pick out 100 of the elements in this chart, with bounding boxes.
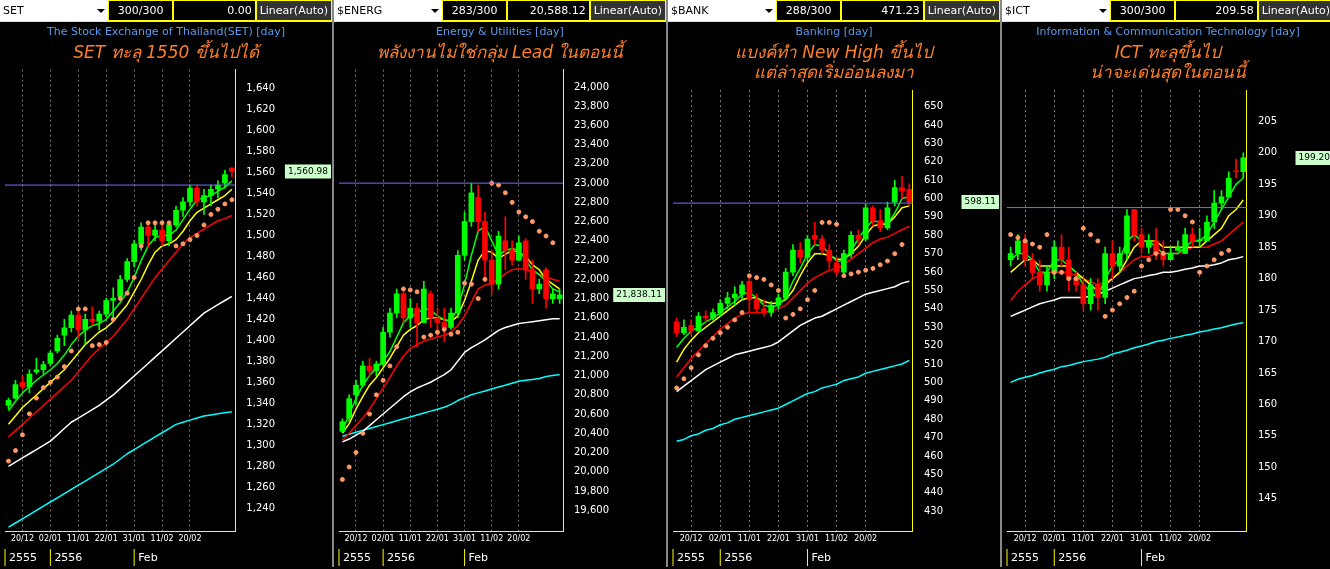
y-tick-label: 20,600 — [574, 407, 610, 419]
y-tick-label: 480 — [923, 412, 944, 424]
y-tick-label: 510 — [923, 357, 944, 369]
y-tick-label: 19,800 — [574, 484, 610, 496]
y-tick-label: 1,460 — [246, 271, 276, 282]
x-tick-label: 31/01 — [795, 534, 820, 544]
y-tick-label: 530 — [923, 320, 944, 332]
y-tick-label: 22,400 — [574, 234, 610, 246]
x-tick-label: 20/12 — [344, 534, 368, 544]
text: 471.23 — [841, 0, 924, 21]
text: $ENERG — [337, 4, 383, 17]
text: 300/300 — [108, 0, 174, 21]
text: 2555 — [343, 550, 371, 564]
text: Linear(Auto) — [255, 0, 332, 21]
y-tick-label: 190 — [1257, 209, 1278, 221]
y-tick-label: 155 — [1257, 429, 1278, 441]
text: 2555 — [1011, 550, 1039, 564]
y-tick-label: 23,200 — [574, 157, 610, 169]
x-tick-label: 20/12 — [1013, 534, 1037, 544]
y-tick-label: 23,800 — [574, 99, 610, 111]
y-tick-label: 490 — [923, 394, 944, 406]
y-tick-label: 21,000 — [574, 369, 610, 381]
y-tick-label: 22,200 — [574, 253, 610, 265]
text: Linear(Auto) — [589, 0, 666, 21]
y-tick-label: 1,560 — [246, 166, 276, 178]
y-tick-label: 1,280 — [246, 459, 276, 471]
chart-subtitle: พลังงานไม่ใช่กลุ่ม Lead ในตอนนี้ — [376, 38, 629, 63]
text: 2556 — [1058, 550, 1087, 564]
y-tick-label: 560 — [923, 265, 944, 277]
y-tick-label: 200 — [1257, 146, 1278, 158]
y-tick-label: 20,200 — [574, 446, 610, 458]
y-tick-label: 470 — [923, 431, 944, 443]
y-tick-label: 1,320 — [246, 417, 276, 429]
x-tick-label: 11/02 — [150, 534, 174, 544]
x-tick-label: 22/01 — [425, 534, 449, 544]
text: 21,838.11 — [616, 289, 663, 300]
x-tick-label: 02/01 — [371, 534, 395, 544]
y-tick-label: 440 — [923, 486, 944, 498]
y-tick-label: 19,600 — [574, 503, 610, 515]
y-tick-label: 650 — [923, 100, 944, 112]
y-tick-label: 20,800 — [574, 388, 610, 400]
y-tick-label: 145 — [1257, 492, 1278, 504]
text: 2555 — [677, 550, 705, 564]
x-tick-label: 31/01 — [1129, 534, 1154, 544]
y-tick-label: 1,420 — [246, 312, 276, 324]
y-tick-label: 590 — [923, 210, 944, 222]
y-tick-label: 22,000 — [574, 272, 610, 284]
chart-title: Banking [day] — [795, 25, 873, 39]
x-tick-label: 22/01 — [766, 534, 790, 544]
text: Linear(Auto) — [923, 0, 1000, 21]
y-tick-label: 22,600 — [574, 215, 610, 227]
x-tick-label: 11/02 — [1159, 534, 1183, 544]
y-tick-label: 1,600 — [246, 124, 276, 136]
text: $BANK — [671, 4, 709, 17]
text: Linear(Auto) — [1257, 0, 1330, 21]
text: $ICT — [1005, 4, 1030, 17]
text: 2555 — [9, 550, 37, 564]
y-tick-label: 570 — [923, 247, 944, 259]
chart-title: Energy & Utilities [day] — [436, 25, 564, 39]
y-tick-label: 150 — [1257, 460, 1278, 472]
x-tick-label: 31/01 — [122, 534, 146, 544]
text: 199.20 — [1298, 152, 1330, 163]
x-tick-label: 22/01 — [94, 534, 118, 544]
y-tick-label: 430 — [923, 504, 944, 516]
x-tick-label: 20/02 — [178, 534, 202, 544]
y-tick-label: 550 — [923, 284, 944, 296]
text: 20,588.12 — [507, 0, 590, 21]
y-tick-label: 170 — [1257, 335, 1278, 347]
y-tick-label: 21,200 — [574, 349, 610, 361]
x-tick-label: 11/01 — [66, 534, 90, 544]
y-tick-label: 20,400 — [574, 426, 610, 438]
y-tick-label: 24,000 — [574, 80, 610, 92]
text: Feb — [138, 550, 158, 564]
y-tick-label: 160 — [1257, 397, 1278, 409]
text: 598.11 — [964, 196, 997, 207]
y-tick-label: 22,800 — [574, 195, 610, 207]
x-tick-label: 20/02 — [507, 534, 531, 544]
y-tick-label: 520 — [923, 339, 944, 351]
x-tick-label: 02/01 — [38, 534, 62, 544]
text: 0.00 — [173, 0, 256, 21]
y-tick-label: 540 — [923, 302, 944, 314]
y-tick-label: 23,400 — [574, 138, 610, 150]
y-tick-label: 1,440 — [246, 291, 276, 303]
y-tick-label: 1,240 — [246, 501, 276, 513]
text: 288/300 — [776, 0, 842, 21]
y-tick-label: 600 — [923, 192, 944, 204]
y-tick-label: 165 — [1257, 366, 1278, 378]
y-tick-label: 620 — [923, 155, 944, 167]
y-tick-label: 1,340 — [246, 396, 276, 408]
y-tick-label: 1,300 — [246, 438, 276, 450]
y-tick-label: 1,620 — [246, 103, 276, 115]
y-tick-label: 21,400 — [574, 330, 610, 342]
text: 209.58 — [1175, 0, 1258, 21]
y-tick-label: 185 — [1257, 240, 1278, 252]
y-tick-label: 1,540 — [246, 187, 276, 199]
y-tick-label: 1,400 — [246, 333, 276, 345]
text: Feb — [468, 550, 489, 564]
x-tick-label: 02/01 — [708, 534, 732, 544]
y-tick-label: 180 — [1257, 272, 1278, 284]
text: SET — [3, 4, 24, 17]
